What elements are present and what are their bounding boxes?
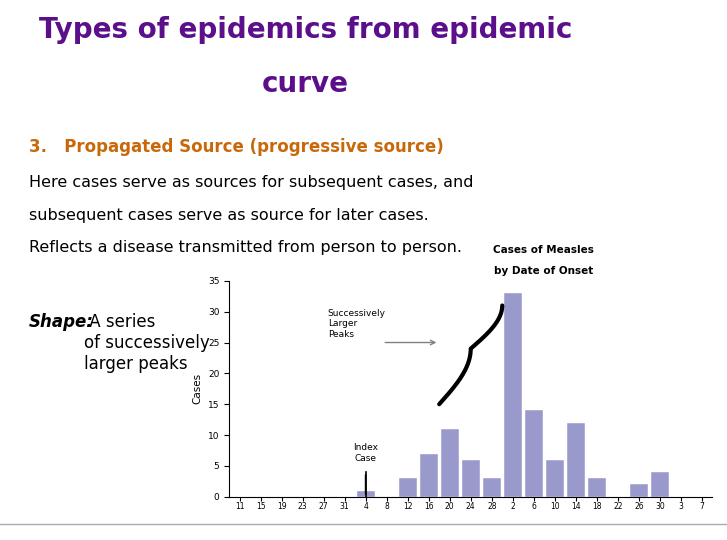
Text: Cases of Measles: Cases of Measles	[493, 245, 594, 255]
Bar	[357, 491, 374, 497]
Bar	[462, 460, 480, 497]
Bar	[567, 423, 585, 497]
Bar	[546, 460, 563, 497]
Text: Index
Case: Index Case	[353, 443, 378, 463]
Bar	[398, 478, 417, 497]
Bar	[651, 472, 669, 497]
Text: Types of epidemics from epidemic: Types of epidemics from epidemic	[39, 16, 572, 44]
Text: A series
of successively
larger peaks: A series of successively larger peaks	[84, 313, 209, 373]
Text: Successively
Larger
Peaks: Successively Larger Peaks	[328, 309, 386, 339]
Y-axis label: Cases: Cases	[192, 373, 202, 404]
Text: Here cases serve as sources for subsequent cases, and: Here cases serve as sources for subseque…	[29, 176, 473, 191]
Bar	[630, 484, 648, 497]
Text: 3.   Propagated Source (progressive source): 3. Propagated Source (progressive source…	[29, 138, 443, 156]
Text: Reflects a disease transmitted from person to person.: Reflects a disease transmitted from pers…	[29, 240, 462, 255]
Bar	[504, 293, 522, 497]
Text: curve: curve	[262, 70, 349, 98]
Text: subsequent cases serve as source for later cases.: subsequent cases serve as source for lat…	[29, 208, 429, 223]
Bar	[441, 429, 459, 497]
Text: by Date of Onset: by Date of Onset	[494, 266, 593, 276]
Bar	[419, 454, 438, 497]
Bar	[483, 478, 501, 497]
Text: Shape:: Shape:	[29, 313, 94, 331]
Bar	[525, 410, 543, 497]
Bar	[588, 478, 606, 497]
